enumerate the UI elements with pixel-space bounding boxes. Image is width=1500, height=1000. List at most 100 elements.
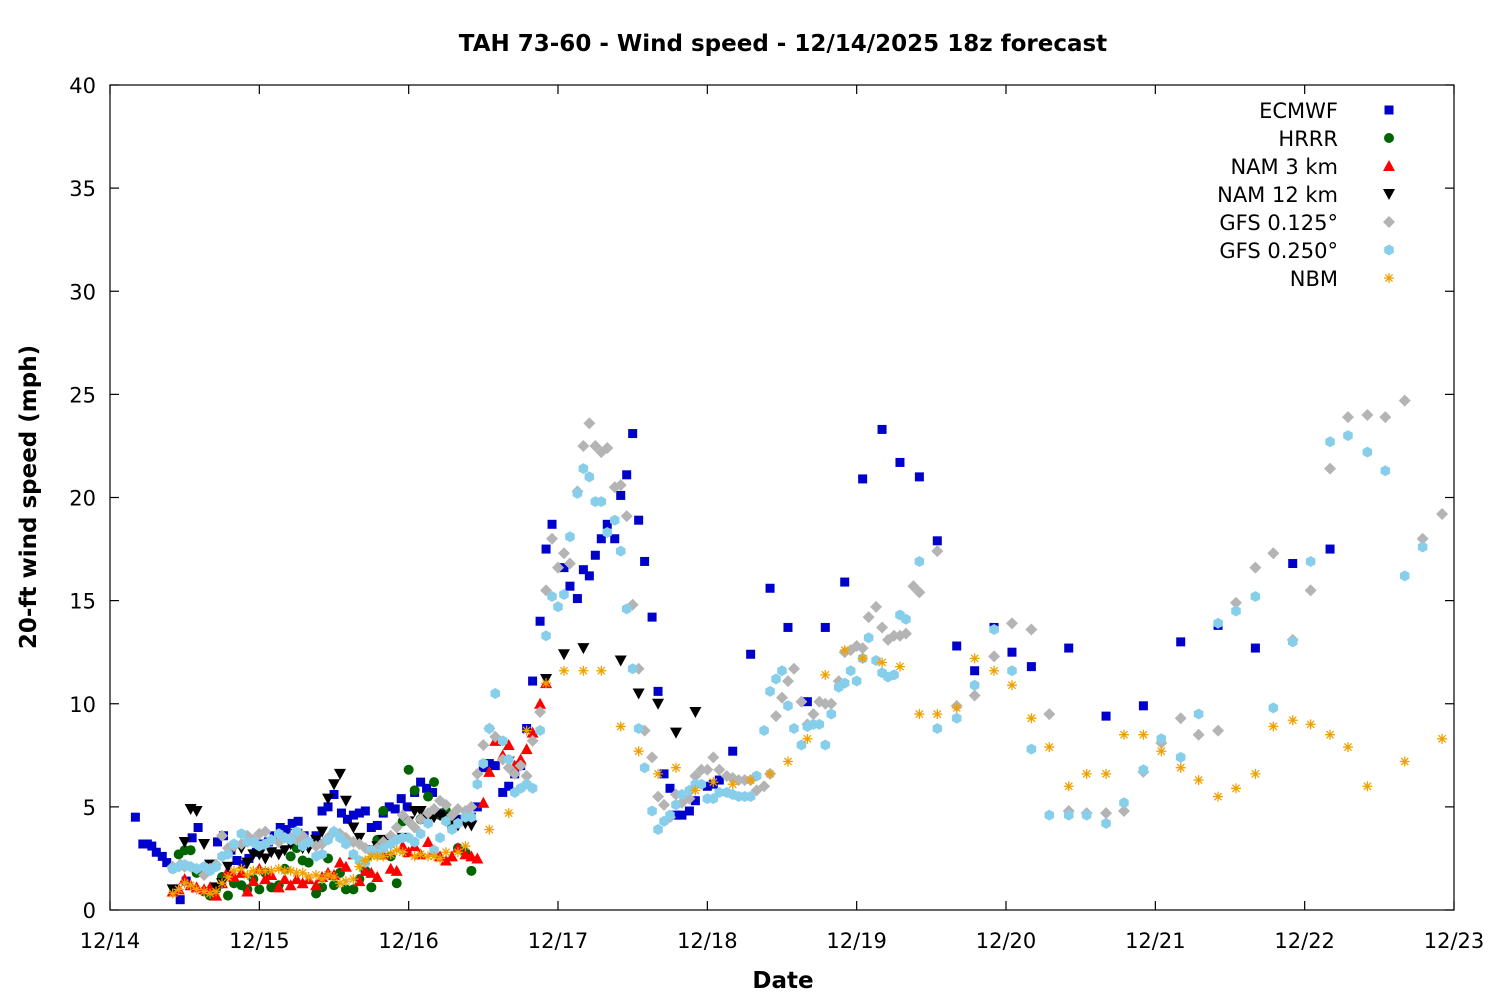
data-point <box>1250 643 1260 653</box>
data-point <box>329 872 339 882</box>
data-point <box>665 809 675 821</box>
data-point <box>191 884 202 895</box>
data-point <box>557 547 570 560</box>
data-point <box>520 769 533 782</box>
data-point <box>713 763 726 776</box>
data-point <box>541 678 552 689</box>
data-point <box>968 689 981 702</box>
data-point <box>1117 805 1130 817</box>
data-point <box>1007 665 1017 677</box>
data-point <box>484 824 495 835</box>
data-point <box>577 439 590 452</box>
data-point <box>520 743 533 755</box>
data-point <box>856 642 869 655</box>
data-point <box>191 863 202 875</box>
data-point <box>1043 708 1056 721</box>
data-point <box>952 641 962 651</box>
data-point <box>1101 817 1111 829</box>
data-point <box>647 805 657 817</box>
data-point <box>311 888 322 899</box>
legend-marker <box>1384 133 1394 143</box>
data-point <box>689 769 702 782</box>
data-point <box>783 700 793 712</box>
data-point <box>951 702 962 713</box>
data-point <box>435 832 445 844</box>
data-point <box>303 836 314 848</box>
data-point <box>333 856 346 868</box>
data-point <box>254 865 265 876</box>
chart-title: TAH 73-60 - Wind speed - 12/14/2025 18z … <box>459 31 1107 57</box>
data-point <box>1249 561 1262 574</box>
data-point <box>1193 708 1204 720</box>
data-point <box>690 796 700 806</box>
data-point <box>472 778 483 790</box>
data-point <box>1417 541 1428 553</box>
data-point <box>988 650 1001 663</box>
data-point <box>440 798 452 811</box>
data-point <box>347 822 360 834</box>
data-point <box>1305 555 1316 567</box>
data-point <box>466 865 477 876</box>
data-point <box>287 818 297 828</box>
data-point <box>901 613 911 625</box>
data-point <box>863 632 874 644</box>
data-point <box>969 653 980 664</box>
data-point <box>1287 636 1298 648</box>
data-point <box>714 775 724 785</box>
data-point <box>1380 465 1391 477</box>
y-tick-label: 30 <box>69 280 96 304</box>
data-point <box>563 557 576 570</box>
data-point <box>1174 712 1187 725</box>
data-point <box>435 853 446 864</box>
data-point <box>1399 570 1410 582</box>
data-point <box>241 857 254 869</box>
data-point <box>1100 807 1113 820</box>
data-point <box>825 697 838 710</box>
data-point <box>932 536 942 546</box>
data-point <box>422 835 435 847</box>
data-point <box>229 838 239 850</box>
data-point <box>316 826 329 838</box>
data-point <box>776 691 788 704</box>
data-point <box>204 881 217 893</box>
data-point <box>1007 647 1017 657</box>
data-point <box>291 867 302 878</box>
data-point <box>877 424 887 434</box>
data-point <box>272 881 285 893</box>
data-point <box>633 746 644 757</box>
data-point <box>677 789 687 800</box>
data-point <box>366 851 377 862</box>
data-point <box>335 832 345 844</box>
x-tick-label: 12/14 <box>80 929 141 953</box>
data-point <box>477 739 490 751</box>
data-point <box>396 794 406 804</box>
data-point <box>932 723 943 734</box>
data-point <box>222 872 233 882</box>
legend-label: HRRR <box>1278 127 1338 151</box>
data-point <box>390 864 403 876</box>
data-point <box>339 795 352 807</box>
data-point <box>429 851 440 862</box>
data-point <box>1231 605 1241 617</box>
data-point <box>601 442 614 454</box>
data-point <box>572 487 583 499</box>
data-point <box>503 808 514 819</box>
data-point <box>423 851 434 862</box>
data-point <box>652 698 665 710</box>
data-point <box>541 544 551 554</box>
data-point <box>409 785 420 796</box>
y-tick-label: 5 <box>83 796 96 820</box>
data-point <box>633 723 644 734</box>
data-point <box>193 823 203 832</box>
data-point <box>1342 742 1353 753</box>
data-point <box>913 586 926 599</box>
data-point <box>714 786 725 798</box>
data-point <box>546 532 559 545</box>
data-point <box>1437 733 1448 744</box>
data-point <box>508 767 521 780</box>
data-point <box>317 848 327 860</box>
data-point <box>616 490 626 500</box>
data-point <box>173 884 184 895</box>
data-point <box>498 787 508 797</box>
data-point <box>248 865 259 876</box>
